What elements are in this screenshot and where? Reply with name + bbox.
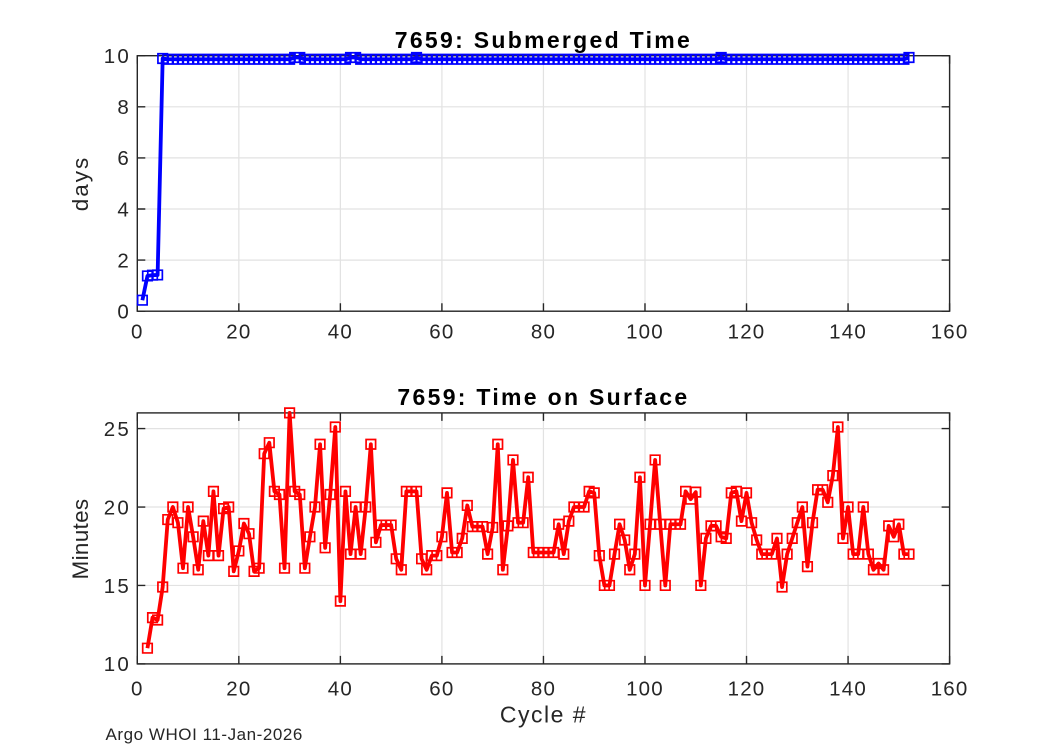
svg-text:Argo WHOI 11-Jan-2026: Argo WHOI 11-Jan-2026 [106,725,303,744]
svg-text:120: 120 [728,678,766,701]
svg-text:20: 20 [226,320,251,343]
svg-text:2: 2 [117,249,131,272]
svg-text:160: 160 [931,320,969,343]
svg-text:120: 120 [728,320,766,343]
svg-text:80: 80 [531,320,556,343]
svg-text:80: 80 [531,678,556,701]
svg-text:days: days [68,156,93,212]
svg-text:60: 60 [429,678,454,701]
svg-text:140: 140 [829,678,867,701]
svg-text:60: 60 [429,320,454,343]
svg-text:0: 0 [117,301,131,324]
svg-text:100: 100 [626,678,664,701]
svg-text:160: 160 [931,678,969,701]
svg-text:40: 40 [328,678,353,701]
svg-text:0: 0 [131,320,144,343]
svg-text:20: 20 [104,496,131,519]
svg-text:10: 10 [104,45,131,68]
svg-text:7659: Time on Surface: 7659: Time on Surface [397,384,689,410]
svg-text:100: 100 [626,320,664,343]
svg-text:25: 25 [104,418,131,441]
svg-text:0: 0 [131,678,144,701]
svg-text:20: 20 [226,678,251,701]
svg-text:8: 8 [117,96,131,119]
svg-text:10: 10 [104,653,131,676]
svg-text:140: 140 [829,320,867,343]
svg-text:6: 6 [117,147,131,170]
svg-text:40: 40 [328,320,353,343]
svg-text:Cycle #: Cycle # [500,701,587,727]
svg-text:15: 15 [104,575,131,598]
svg-text:Minutes: Minutes [68,499,93,580]
svg-text:7659: Submerged Time: 7659: Submerged Time [395,27,692,53]
svg-text:4: 4 [117,198,131,221]
